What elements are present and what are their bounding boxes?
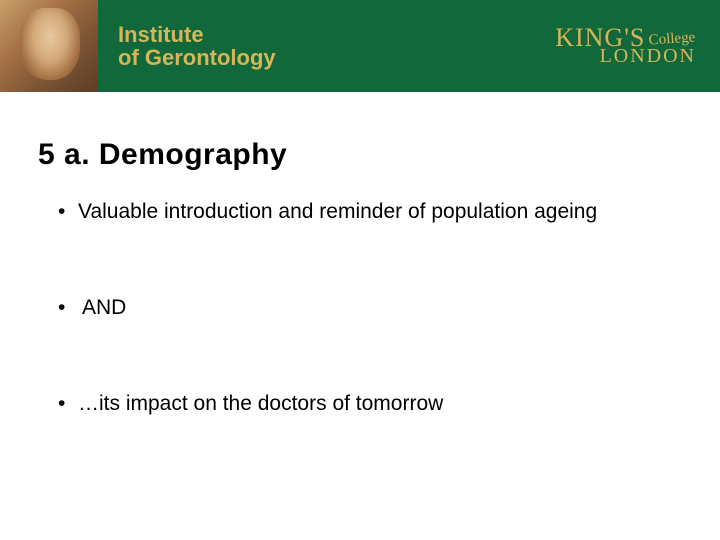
- kings-college-logo: KING'S College LONDON: [555, 27, 696, 64]
- header-bar: Institute of Gerontology KING'S College …: [0, 0, 720, 92]
- bullet-item: Valuable introduction and reminder of po…: [58, 200, 658, 224]
- header-photo: [0, 0, 98, 92]
- slide: Institute of Gerontology KING'S College …: [0, 0, 720, 540]
- bullet-list: Valuable introduction and reminder of po…: [58, 200, 658, 416]
- bullet-item: AND: [58, 296, 658, 320]
- kings-logo-bottom: LONDON: [600, 48, 696, 65]
- bullet-item: …its impact on the doctors of tomorrow: [58, 392, 658, 416]
- slide-title: 5 a. Demography: [38, 138, 287, 172]
- institute-line-2: of Gerontology: [118, 46, 276, 69]
- kings-logo-college: College: [649, 31, 696, 47]
- header-green-panel: Institute of Gerontology KING'S College …: [98, 0, 720, 92]
- institute-line-1: Institute: [118, 23, 276, 46]
- institute-logo: Institute of Gerontology: [118, 23, 276, 69]
